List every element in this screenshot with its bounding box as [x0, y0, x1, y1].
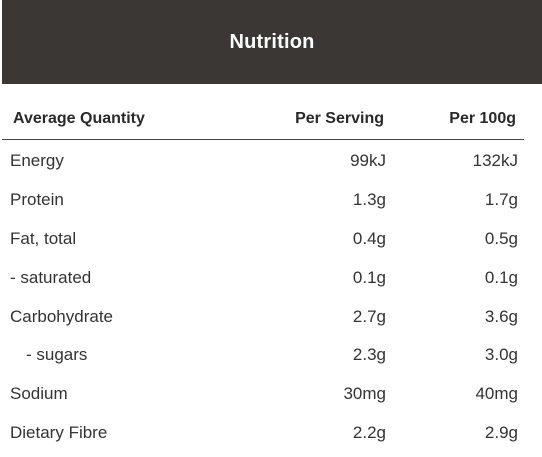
nutrition-title: Nutrition	[229, 31, 315, 53]
nutrient-name: Fat, total	[10, 228, 77, 248]
nutrition-header: Nutrition	[2, 0, 542, 84]
column-header-average-quantity: Average Quantity	[13, 109, 145, 127]
per-serving-value: 0.1g	[352, 267, 386, 287]
nutrient-name: Carbohydrate	[10, 306, 114, 326]
per-100g-value: 2.9g	[484, 422, 518, 442]
per-100g-value: 0.1g	[484, 267, 518, 287]
nutrient-name: Protein	[10, 190, 64, 210]
per-serving-value: 0.4g	[352, 228, 386, 248]
per-100g-value: 0.5g	[484, 228, 518, 248]
per-serving-value: 2.3g	[352, 345, 386, 365]
table-header-row: Average Quantity Per Serving Per 100g	[2, 84, 524, 140]
nutrient-name: - sugars	[26, 345, 88, 365]
nutrient-name: Dietary Fibre	[10, 422, 108, 442]
nutrient-name: - saturated	[10, 267, 92, 287]
table-row: - saturated 0.1g 0.1g	[2, 258, 524, 297]
nutrition-table: Average Quantity Per Serving Per 100g En…	[2, 84, 524, 452]
column-header-per-serving: Per Serving	[295, 109, 384, 127]
table-row: Dietary Fibre 2.2g 2.9g	[2, 414, 524, 453]
per-100g-value: 132kJ	[472, 151, 518, 171]
per-100g-value: 3.0g	[484, 345, 518, 365]
table-row: Sodium 30mg 40mg	[2, 375, 524, 414]
table-body: Energy 99kJ 132kJ Protein 1.3g 1.7g Fat,…	[2, 140, 524, 452]
per-serving-value: 99kJ	[350, 151, 386, 171]
per-serving-value: 2.7g	[352, 306, 386, 326]
per-serving-value: 2.2g	[352, 422, 386, 442]
nutrient-name: Energy	[10, 151, 64, 171]
per-100g-value: 3.6g	[484, 306, 518, 326]
per-serving-value: 30mg	[343, 384, 386, 404]
table-row: Protein 1.3g 1.7g	[2, 181, 524, 220]
table-row: - sugars 2.3g 3.0g	[2, 336, 524, 375]
table-row: Fat, total 0.4g 0.5g	[2, 220, 524, 259]
nutrient-name: Sodium	[10, 384, 68, 404]
per-100g-value: 1.7g	[484, 190, 518, 210]
per-100g-value: 40mg	[475, 384, 518, 404]
column-header-per-100g: Per 100g	[449, 109, 516, 127]
table-row: Carbohydrate 2.7g 3.6g	[2, 297, 524, 336]
table-row: Energy 99kJ 132kJ	[2, 142, 524, 181]
per-serving-value: 1.3g	[352, 190, 386, 210]
